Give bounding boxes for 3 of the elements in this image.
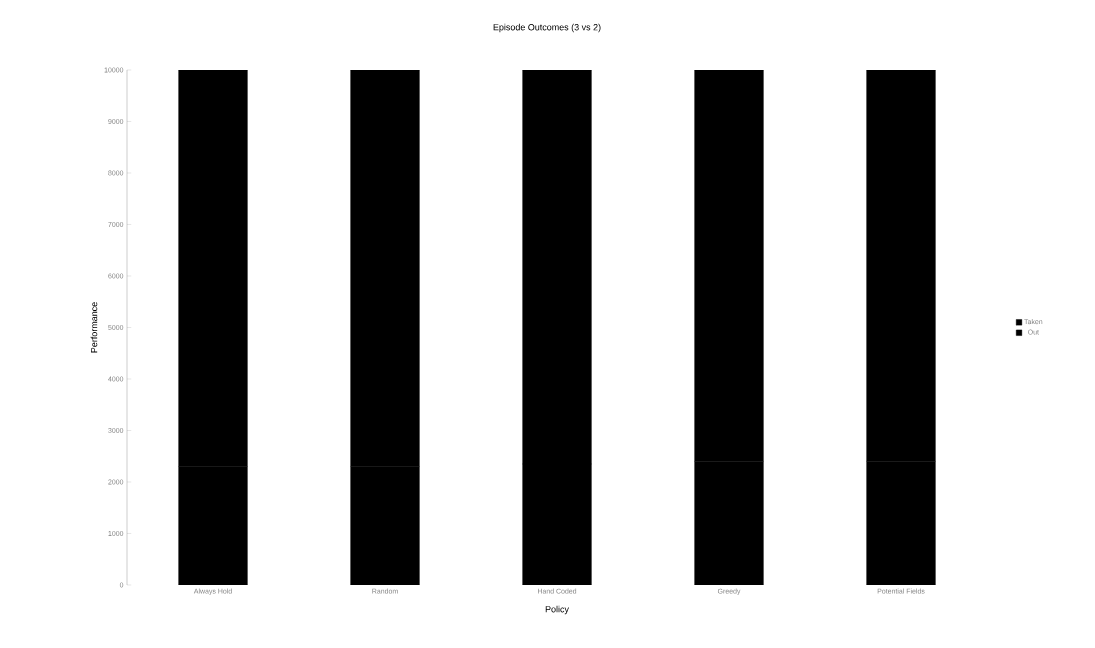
y-axis-title: Performance — [90, 302, 98, 353]
x-axis-title: Policy — [545, 605, 569, 615]
chart-title: Episode Outcomes (3 vs 2) — [493, 23, 601, 33]
